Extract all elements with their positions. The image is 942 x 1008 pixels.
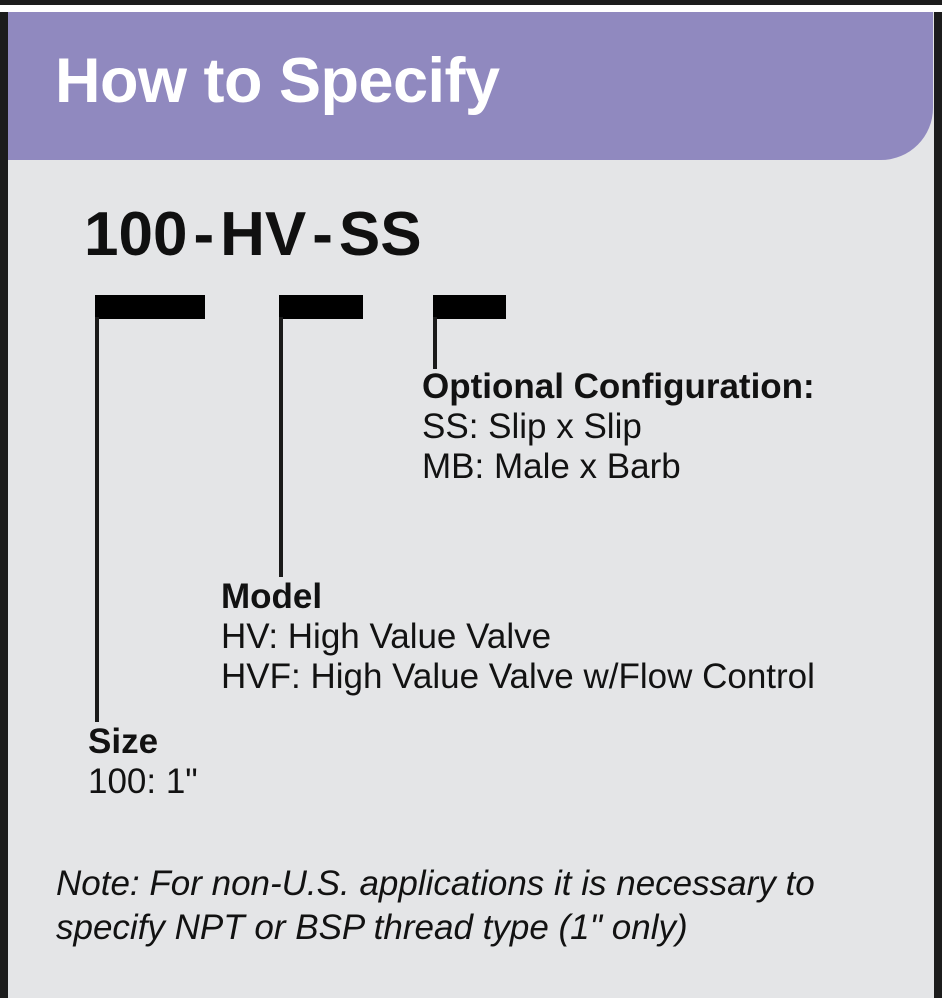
model-number-display: 100-HV-SS	[84, 204, 422, 266]
footnote-line-1: Note: For non-U.S. applications it is ne…	[56, 864, 815, 903]
bottom-gutter	[0, 998, 942, 1008]
top-gutter	[0, 5, 942, 12]
callout-option-hv: HV: High Value Valve	[221, 616, 552, 656]
callout-heading-model: Model	[221, 577, 323, 616]
leader-bar-size	[95, 295, 205, 319]
callout-optional-configuration: Optional Configuration: SS: Slip x Slip …	[422, 367, 815, 487]
model-number-separator-2: -	[312, 200, 333, 269]
model-number-segment-model: HV	[220, 200, 307, 269]
page-title: How to Specify	[55, 46, 500, 116]
model-number-segment-size: 100	[84, 200, 188, 269]
leader-line-model	[279, 317, 283, 577]
footnote: Note: For non-U.S. applications it is ne…	[56, 862, 916, 950]
callout-size: Size 100: 1"	[88, 722, 198, 802]
callout-option-hvf: HVF: High Value Valve w/Flow Control	[221, 656, 815, 696]
callout-option-ss: SS: Slip x Slip	[422, 406, 642, 446]
callout-model: Model HV: High Value Valve HVF: High Val…	[221, 577, 815, 697]
leader-line-config	[433, 317, 437, 369]
header-banner: How to Specify	[8, 12, 933, 160]
leader-bar-config	[433, 295, 506, 319]
footnote-line-2: specify NPT or BSP thread type (1" only)	[56, 907, 688, 947]
callout-heading-size: Size	[88, 722, 159, 761]
model-number-separator-1: -	[193, 200, 215, 269]
spec-card: How to Specify 100-HV-SS Optional Config…	[8, 12, 934, 998]
leader-line-size	[95, 317, 99, 722]
callout-option-100: 100: 1"	[88, 761, 198, 801]
callout-option-mb: MB: Male x Barb	[422, 446, 681, 486]
leader-bar-model	[279, 295, 363, 319]
model-number-segment-config: SS	[338, 200, 422, 269]
callout-heading-optional-configuration: Optional Configuration:	[422, 367, 815, 406]
